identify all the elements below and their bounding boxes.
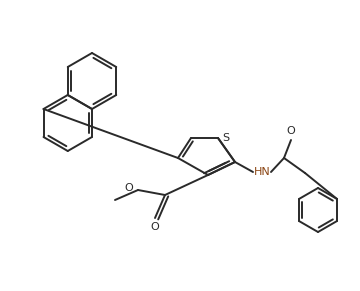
Text: HN: HN — [254, 167, 271, 177]
Text: S: S — [222, 133, 229, 143]
Text: O: O — [287, 126, 295, 136]
Text: O: O — [124, 183, 133, 193]
Text: O: O — [150, 222, 159, 232]
